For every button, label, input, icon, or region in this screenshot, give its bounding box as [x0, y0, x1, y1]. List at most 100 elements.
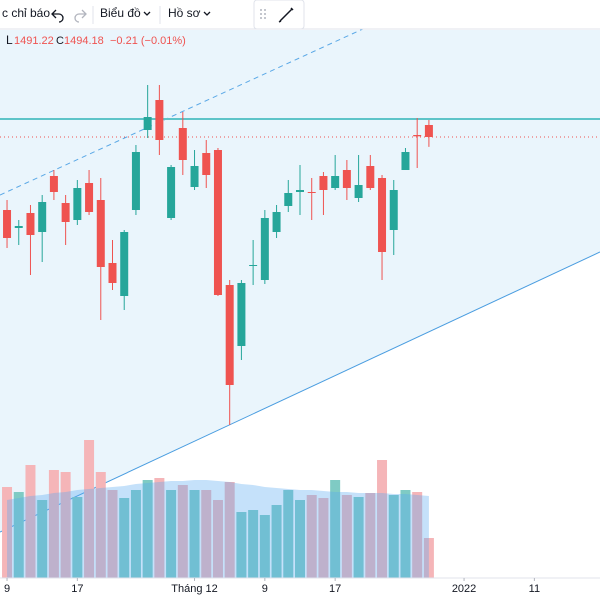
candle-body	[26, 213, 35, 235]
volume-bar	[330, 480, 341, 578]
volume-bar	[189, 490, 200, 578]
candle-body	[260, 218, 269, 280]
volume-bar	[107, 490, 118, 578]
candle-body	[108, 263, 117, 283]
candle-body	[85, 183, 94, 212]
line-tool-icon[interactable]	[278, 7, 294, 23]
legend-low: 1491.22	[14, 35, 54, 47]
volume-bar	[423, 538, 434, 578]
candle-body	[143, 117, 152, 130]
volume-bar	[201, 490, 212, 578]
legend-low-label: L	[6, 33, 13, 47]
plot	[2, 85, 434, 578]
candle-body	[167, 167, 176, 218]
candle-body	[401, 152, 410, 170]
indicators-button[interactable]: c chỉ báo	[2, 6, 50, 20]
chevron	[203, 11, 211, 16]
candle-body	[155, 100, 164, 140]
candle-body	[378, 178, 387, 252]
candle-body	[237, 283, 246, 346]
candle-body	[225, 285, 234, 385]
candle-body	[249, 265, 258, 266]
volume-bar	[72, 497, 83, 578]
x-tick-label: 17	[71, 583, 83, 595]
volume-bar	[224, 482, 235, 578]
chart-type-button[interactable]: Biểu đồ	[100, 6, 141, 20]
candle-body	[38, 202, 47, 232]
candle-body	[342, 170, 351, 188]
volume-bar	[341, 495, 352, 578]
chevron	[143, 11, 151, 16]
candle-body	[284, 193, 293, 206]
volume-bar	[295, 500, 305, 578]
candle-body	[366, 166, 375, 188]
legend-close-label: C	[56, 35, 64, 47]
volume-bar	[2, 487, 13, 578]
volume-bar	[388, 495, 399, 578]
redo-button[interactable]	[74, 9, 87, 23]
volume-bar	[48, 470, 59, 578]
volume-bar	[283, 490, 294, 578]
volume-bar	[412, 492, 423, 578]
volume-bar	[154, 478, 165, 578]
candle-body	[73, 188, 82, 220]
volume-bar	[130, 490, 141, 578]
volume-bar	[306, 495, 317, 578]
volume-bar	[400, 490, 411, 578]
floating-toolbar	[253, 0, 305, 30]
volume-ma-area	[7, 480, 429, 578]
legend-change: −0.21 (−0.01%)	[110, 35, 186, 47]
volume-bar	[248, 510, 259, 578]
candle-body	[319, 176, 328, 190]
candle-body	[120, 232, 129, 296]
x-tick-label: 11	[529, 583, 540, 595]
candle-body	[424, 125, 433, 137]
volume-bar	[13, 492, 24, 578]
volume-bar	[212, 500, 223, 578]
candle-body	[3, 210, 12, 238]
volume-bar	[25, 465, 36, 578]
candle-body	[331, 176, 340, 188]
candle-body	[61, 203, 70, 222]
profile-button[interactable]: Hồ sơ	[168, 6, 201, 20]
candle-body	[49, 176, 58, 192]
x-tick-label: 2022	[452, 583, 476, 595]
volume-bar	[377, 460, 388, 578]
volume-bar	[95, 472, 106, 578]
volume-bar	[271, 505, 282, 578]
drag-handle[interactable]	[260, 9, 266, 19]
volume-bar	[142, 480, 153, 578]
candle-body	[96, 200, 105, 267]
candle-body	[307, 192, 316, 193]
volume-bar	[60, 472, 71, 578]
candle-body	[389, 190, 398, 230]
x-tick-label: Tháng 12	[171, 583, 217, 595]
x-tick-label: 9	[4, 583, 10, 595]
candle-body	[413, 135, 422, 137]
candle-body	[14, 226, 23, 228]
candle-body	[202, 153, 211, 175]
candle-body	[354, 185, 363, 198]
channel-shade	[0, 30, 600, 532]
candle-body	[190, 166, 199, 187]
volume-bar	[177, 485, 188, 578]
volume-bar	[119, 498, 130, 578]
candle-body	[131, 152, 140, 210]
x-tick-label: 17	[329, 583, 341, 595]
undo-button[interactable]	[51, 9, 64, 23]
channel-top-line	[0, 27, 366, 196]
volume-bar	[84, 440, 95, 578]
candle-body	[272, 212, 281, 232]
volume-bar	[365, 493, 376, 578]
x-tick-label: 9	[262, 583, 268, 595]
volume-bar	[353, 497, 364, 578]
volume-bar	[236, 512, 247, 578]
legend-close: 1494.18	[64, 35, 104, 47]
volume-bar	[259, 515, 270, 578]
volume-bar	[37, 500, 48, 578]
candle-body	[178, 128, 187, 160]
candle-body	[296, 190, 304, 192]
volume-bar	[166, 490, 177, 578]
volume-bar	[318, 498, 329, 578]
